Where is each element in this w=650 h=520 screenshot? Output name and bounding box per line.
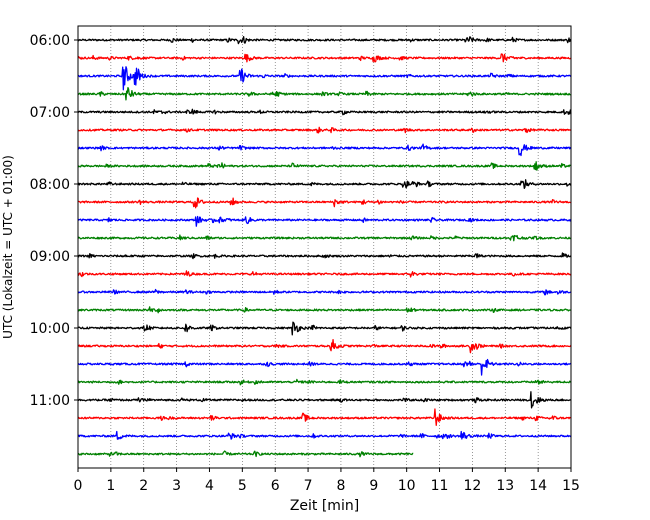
- y-tick-label: 10:00: [30, 321, 70, 337]
- trace-line-0845: [77, 234, 572, 242]
- trace-line-0730: [77, 143, 571, 157]
- trace-line-1000: [77, 321, 572, 336]
- x-tick-label: 11: [431, 478, 449, 494]
- seismogram-traces: [77, 36, 572, 458]
- x-tick-label: 9: [369, 478, 378, 494]
- x-tick-label: 2: [139, 478, 148, 494]
- trace-line-0700: [77, 108, 572, 116]
- y-axis: 06:00 07:00 08:00 09:00 10:00 11:00: [30, 33, 78, 409]
- x-tick-label: 13: [496, 478, 514, 494]
- x-axis: 0 1 2 3 4 5 6 7 8 9 10 11 12 13 14 15: [74, 468, 580, 494]
- trace-line-0815: [77, 197, 572, 209]
- trace-line-0715: [77, 126, 572, 134]
- trace-line-0615: [77, 53, 572, 63]
- trace-line-1045: [77, 378, 572, 386]
- x-tick-label: 3: [172, 478, 181, 494]
- trace-line-0900: [77, 252, 572, 260]
- trace-line-1145: [77, 450, 414, 458]
- y-tick-label: 07:00: [30, 105, 70, 121]
- trace-line-0800: [77, 179, 572, 190]
- trace-line-0745: [77, 161, 572, 171]
- x-tick-label: 7: [304, 478, 313, 494]
- trace-line-0930: [77, 288, 572, 296]
- y-tick-label: 06:00: [30, 33, 70, 49]
- x-tick-label: 8: [336, 478, 345, 494]
- x-tick-label: 4: [205, 478, 214, 494]
- x-tick-label: 0: [74, 478, 83, 494]
- y-tick-label: 11:00: [30, 393, 70, 409]
- trace-line-0600: [77, 36, 572, 45]
- x-tick-label: 14: [529, 478, 547, 494]
- trace-line-1130: [77, 430, 572, 440]
- trace-line-0915: [77, 270, 572, 278]
- y-tick-label: 08:00: [30, 177, 70, 193]
- trace-line-1115: [77, 408, 572, 426]
- trace-line-0645: [77, 87, 572, 101]
- trace-line-1100: [77, 391, 572, 409]
- x-tick-label: 6: [271, 478, 280, 494]
- x-tick-label: 1: [106, 478, 115, 494]
- trace-line-1015: [77, 338, 572, 354]
- trace-line-0630: [77, 66, 572, 91]
- x-tick-label: 15: [562, 478, 580, 494]
- y-axis-label: UTC (Lokalzeit = UTC + 01:00): [1, 155, 15, 339]
- y-tick-label: 09:00: [30, 249, 70, 265]
- grid-lines: [110, 26, 539, 468]
- x-tick-label: 12: [463, 478, 481, 494]
- trace-line-0830: [77, 215, 572, 227]
- plot-frame: [77, 25, 572, 469]
- x-axis-label: Zeit [min]: [290, 498, 359, 514]
- trace-line-1030: [77, 358, 572, 376]
- x-tick-label: 5: [238, 478, 247, 494]
- x-tick-label: 10: [398, 478, 416, 494]
- trace-line-0945: [77, 306, 572, 314]
